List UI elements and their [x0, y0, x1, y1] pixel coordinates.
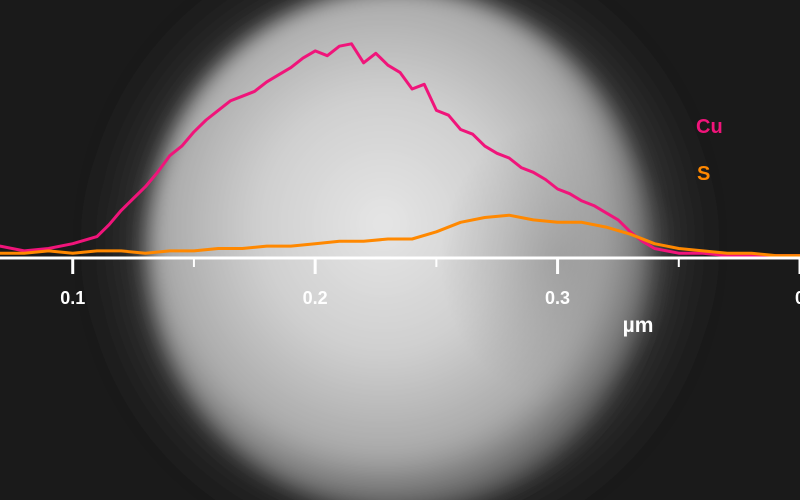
x-tick-label: 0.2 — [303, 288, 328, 308]
x-tick-label: 0.1 — [60, 288, 85, 308]
x-tick-label: 0 — [795, 288, 800, 308]
series-line-cu — [0, 42, 800, 258]
x-tick-label: 0.3 — [545, 288, 570, 308]
legend-label-cu: Cu — [696, 116, 723, 138]
legend-label-s: S — [697, 163, 710, 185]
plot-area: 0.1 0.2 0.3 0 µm Cu S — [0, 42, 800, 337]
particle-shadow-region — [440, 120, 680, 400]
series-line-s — [0, 213, 800, 258]
x-axis-unit-label: µm — [623, 314, 654, 337]
